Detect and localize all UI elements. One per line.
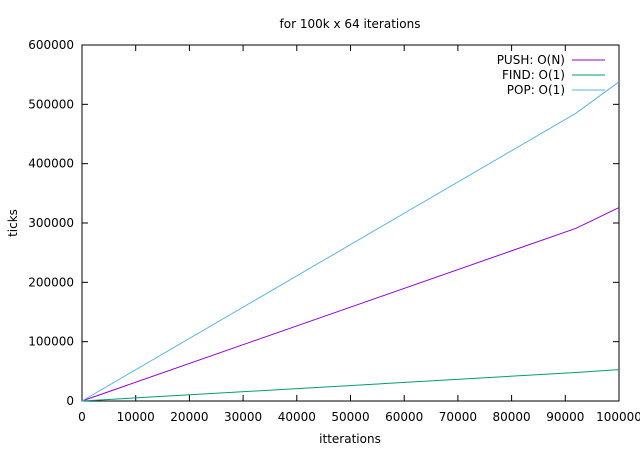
x-tick-label: 100000	[596, 410, 640, 424]
chart-title: for 100k x 64 iterations	[280, 17, 421, 31]
x-tick-label: 80000	[493, 410, 531, 424]
legend-label-push: PUSH: O(N)	[497, 53, 565, 67]
legend-label-pop: POP: O(1)	[507, 83, 565, 97]
y-tick-label: 400000	[28, 157, 74, 171]
x-tick-label: 90000	[546, 410, 584, 424]
x-axis-label: itterations	[319, 432, 381, 446]
series-line-find	[81, 369, 620, 402]
y-tick-label: 300000	[28, 216, 74, 230]
legend-label-find: FIND: O(1)	[502, 68, 565, 82]
plot-frame	[81, 44, 620, 402]
x-tick-label: 70000	[439, 410, 477, 424]
x-tick-label: 50000	[331, 410, 369, 424]
x-tick-label: 40000	[278, 410, 316, 424]
x-tick-label: 0	[78, 410, 86, 424]
series-line-pop	[81, 81, 620, 402]
data-series	[81, 81, 620, 402]
series-line-push	[81, 207, 620, 402]
x-tick-label: 10000	[117, 410, 155, 424]
y-tick-label: 500000	[28, 97, 74, 111]
legend: PUSH: O(N)FIND: O(1)POP: O(1)	[497, 53, 605, 97]
y-tick-label: 200000	[28, 275, 74, 289]
axes: 0 10000 20000 30000 40000 50000 60000 70000 8000…	[28, 38, 640, 424]
y-axis-label: ticks	[6, 209, 20, 237]
y-tick-label: 100000	[28, 335, 74, 349]
x-tick-label: 60000	[385, 410, 423, 424]
x-tick-label: 30000	[224, 410, 262, 424]
x-tick-label: 20000	[170, 410, 208, 424]
y-tick-label: 0	[66, 394, 74, 408]
y-tick-label: 600000	[28, 38, 74, 52]
